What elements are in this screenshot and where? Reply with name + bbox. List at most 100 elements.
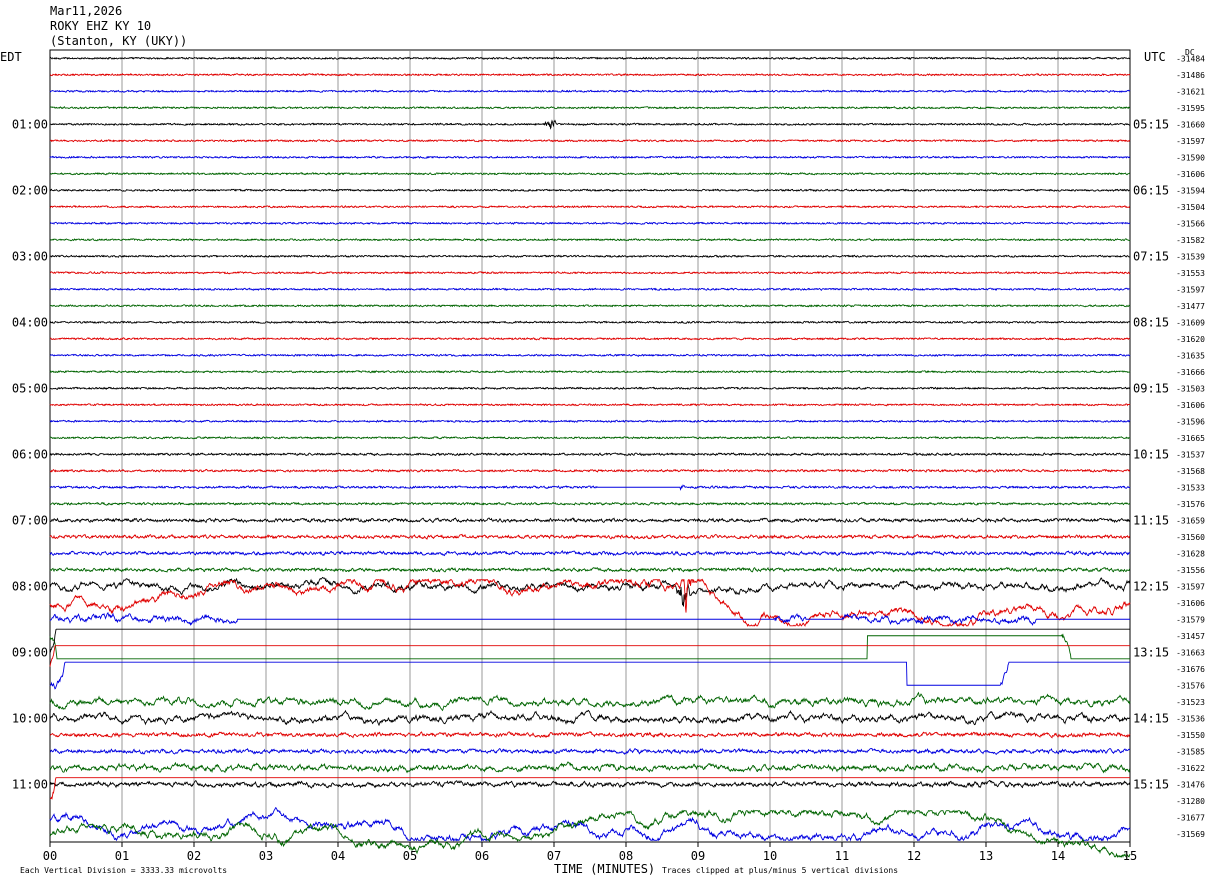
utc-hour-label: 14:15 — [1133, 711, 1169, 725]
trace-38 — [49, 645, 1130, 667]
left-timezone-label: EDT — [0, 50, 22, 64]
edt-hour-label: 10:00 — [12, 711, 48, 725]
trace-30 — [49, 533, 1131, 540]
trace-45 — [49, 780, 1131, 789]
location-label: (Stanton, KY (UKY)) — [50, 34, 188, 48]
right-timezone-label: UTC — [1144, 50, 1166, 64]
edt-hour-label: 01:00 — [12, 117, 48, 131]
dc-offset-label: -31585 — [1176, 747, 1205, 756]
dc-offset-label: -31560 — [1176, 533, 1205, 542]
trace-26 — [49, 468, 1131, 473]
x-tick-label-02: 02 — [187, 849, 201, 863]
trace-33 — [49, 576, 1131, 607]
trace-17 — [49, 320, 1131, 324]
seismic-traces — [49, 56, 1131, 858]
dc-offset-label: -31503 — [1176, 384, 1205, 393]
utc-hour-label: 12:15 — [1133, 579, 1169, 593]
trace-43 — [49, 747, 1131, 755]
dc-offset-label: -31597 — [1176, 285, 1205, 294]
trace-12 — [49, 238, 1131, 242]
trace-22 — [49, 403, 1131, 407]
dc-offset-label: -31594 — [1176, 186, 1205, 195]
trace-3 — [49, 89, 1131, 93]
dc-offset-label: -31537 — [1176, 450, 1205, 459]
x-tick-label-03: 03 — [259, 849, 273, 863]
x-tick-label-01: 01 — [115, 849, 129, 863]
dc-offset-label: -31665 — [1176, 434, 1205, 443]
edt-hour-label: 09:00 — [12, 645, 48, 659]
dc-offset-label: -31576 — [1176, 681, 1205, 690]
trace-24 — [49, 436, 1131, 440]
trace-42 — [49, 730, 1131, 739]
dc-offset-label: -31504 — [1176, 203, 1205, 212]
x-tick-label-04: 04 — [331, 849, 345, 863]
dc-offset-label: -31596 — [1176, 417, 1205, 426]
dc-offset-label: -31606 — [1176, 401, 1205, 410]
dc-offset-label: -31280 — [1176, 797, 1205, 806]
x-tick-label-15: 15 — [1123, 849, 1137, 863]
dc-offset-label: -31659 — [1176, 516, 1205, 525]
x-axis: 00 01 02 03 04 05 06 07 08 09 10 11 12 13 14 15 — [43, 842, 1137, 863]
trace-37 — [49, 628, 1130, 653]
dc-offset-label: -31556 — [1176, 566, 1205, 575]
dc-offset-label: -31568 — [1176, 467, 1205, 476]
dc-offset-label: -31606 — [1176, 170, 1205, 179]
trace-11 — [49, 221, 1131, 225]
dc-offset-label: -31609 — [1176, 318, 1205, 327]
x-tick-label-05: 05 — [403, 849, 417, 863]
trace-4 — [49, 106, 1131, 110]
x-tick-label-11: 11 — [835, 849, 849, 863]
scale-note: Each Vertical Division = 3333.33 microvo… — [20, 866, 228, 875]
dc-offset-label: -31620 — [1176, 335, 1205, 344]
trace-14 — [49, 271, 1131, 275]
dc-offset-label: -31606 — [1176, 599, 1205, 608]
x-tick-label-00: 00 — [43, 849, 57, 863]
dc-offset-label: -31536 — [1176, 714, 1205, 723]
dc-offset-label: -31484 — [1176, 54, 1205, 63]
dc-offset-label: -31677 — [1176, 813, 1205, 822]
trace-32 — [49, 566, 1131, 573]
trace-6 — [49, 139, 1131, 143]
dc-offset-label: -31628 — [1176, 549, 1205, 558]
trace-15 — [49, 287, 1131, 291]
trace-1 — [49, 56, 1131, 60]
dc-offset-label: -31597 — [1176, 137, 1205, 146]
edt-hour-label: 07:00 — [12, 513, 48, 527]
trace-23 — [49, 419, 1131, 423]
trace-28 — [49, 501, 1131, 506]
edt-hour-label: 11:00 — [12, 777, 48, 791]
trace-36 — [49, 633, 1130, 660]
x-tick-label-14: 14 — [1051, 849, 1065, 863]
x-tick-label-12: 12 — [907, 849, 921, 863]
utc-hour-label: 06:15 — [1133, 183, 1169, 197]
dc-offset-label: -31590 — [1176, 153, 1205, 162]
dc-offset-label: -31666 — [1176, 368, 1205, 377]
edt-hour-label: 05:00 — [12, 381, 48, 395]
dc-offset-label: -31621 — [1176, 87, 1205, 96]
plot-frame — [49, 49, 1131, 843]
x-tick-label-06: 06 — [475, 849, 489, 863]
clip-note: Traces clipped at plus/minus 5 vertical … — [662, 866, 899, 875]
dc-offset-label: -31663 — [1176, 648, 1205, 657]
dc-offset-label: -31550 — [1176, 731, 1205, 740]
dc-offset-label: -31523 — [1176, 698, 1205, 707]
dc-offset-label: -31477 — [1176, 302, 1205, 311]
trace-19 — [49, 353, 1131, 357]
dc-offset-label: -31660 — [1176, 120, 1205, 129]
dc-offset-label: -31566 — [1176, 219, 1205, 228]
utc-hour-label: 07:15 — [1133, 249, 1169, 263]
x-tick-label-13: 13 — [979, 849, 993, 863]
date-label: Mar11,2026 — [50, 4, 123, 18]
x-tick-label-07: 07 — [547, 849, 561, 863]
dc-offset-label: -31486 — [1176, 71, 1205, 80]
trace-8 — [49, 172, 1131, 176]
trace-25 — [49, 452, 1131, 457]
trace-18 — [49, 337, 1131, 341]
trace-21 — [49, 386, 1131, 390]
trace-34 — [49, 578, 1131, 627]
x-tick-label-10: 10 — [763, 849, 777, 863]
trace-35 — [49, 612, 1130, 627]
dc-offset-label: -31457 — [1176, 632, 1205, 641]
utc-hour-label: 11:15 — [1133, 513, 1169, 527]
